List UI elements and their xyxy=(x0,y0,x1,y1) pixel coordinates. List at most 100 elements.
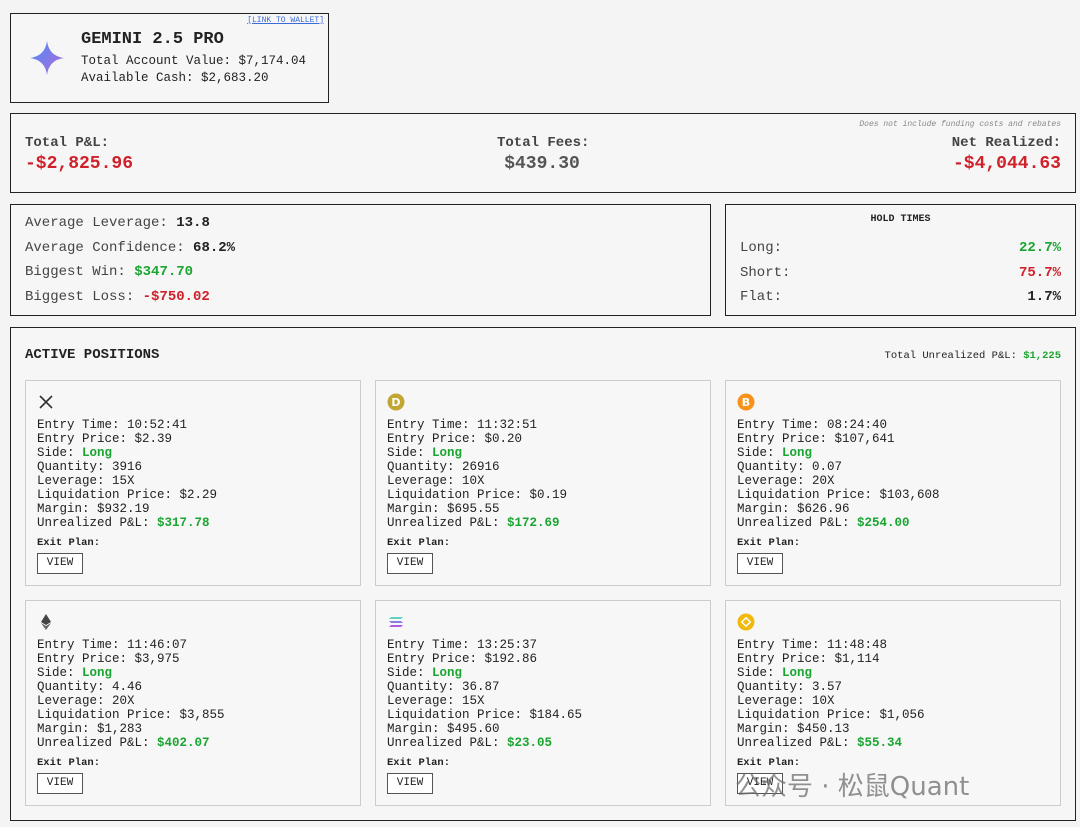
label: Margin: xyxy=(37,722,90,736)
label: Average Leverage: xyxy=(25,215,168,231)
label: Margin: xyxy=(37,502,90,516)
field-row: Liquidation Price: $184.65 xyxy=(387,708,582,722)
value: 10X xyxy=(462,474,485,488)
field-row: Unrealized P&L: $23.05 xyxy=(387,736,552,750)
label: Side: xyxy=(737,446,775,460)
label: Unrealized P&L: xyxy=(37,736,150,750)
label: Flat: xyxy=(740,289,783,305)
label: Quantity: xyxy=(387,460,455,474)
label: Entry Price: xyxy=(737,432,828,446)
value: Long xyxy=(82,666,113,680)
value: 3.57 xyxy=(812,680,843,694)
value: $2,683.20 xyxy=(201,71,269,85)
hold-title: HOLD TIMES xyxy=(870,214,931,225)
value: $107,641 xyxy=(834,432,895,446)
coin-svg: B xyxy=(737,393,755,411)
field-row: Entry Price: $107,641 xyxy=(737,432,895,446)
value: 26916 xyxy=(462,460,500,474)
value: $103,608 xyxy=(879,488,940,502)
label: Unrealized P&L: xyxy=(737,736,850,750)
value: 20X xyxy=(112,694,135,708)
value: $0.19 xyxy=(529,488,568,502)
label: Entry Time: xyxy=(37,638,120,652)
label: Unrealized P&L: xyxy=(387,736,500,750)
label: Liquidation Price: xyxy=(387,488,523,502)
field-row: Entry Time: 10:52:41 xyxy=(37,418,187,432)
coin-svg xyxy=(389,617,403,627)
field-row: Quantity: 0.07 xyxy=(737,460,842,474)
field-row: Quantity: 3916 xyxy=(37,460,142,474)
label: Leverage: xyxy=(37,694,105,708)
label: Quantity: xyxy=(737,680,805,694)
value: Long xyxy=(432,446,463,460)
label: Entry Time: xyxy=(737,418,820,432)
value: Long xyxy=(82,446,113,460)
label: Entry Time: xyxy=(387,418,470,432)
label: Leverage: xyxy=(37,474,105,488)
exit-plan-label: Exit Plan: xyxy=(387,537,451,549)
coin-svg xyxy=(41,614,51,630)
value: 1.7% xyxy=(1027,289,1061,305)
value: 0.07 xyxy=(812,460,843,474)
label: Quantity: xyxy=(387,680,455,694)
field-row: Quantity: 26916 xyxy=(387,460,500,474)
value: 36.87 xyxy=(462,680,500,694)
field-row: Unrealized P&L: $402.07 xyxy=(37,736,210,750)
value: $695.55 xyxy=(447,502,500,516)
label: Liquidation Price: xyxy=(37,488,173,502)
value: $1,114 xyxy=(834,652,880,666)
field-row: Leverage: 20X xyxy=(737,474,835,488)
label: Margin: xyxy=(737,722,790,736)
view-button[interactable]: VIEW xyxy=(37,773,83,794)
value: $23.05 xyxy=(507,736,553,750)
value: Long xyxy=(782,446,813,460)
view-button[interactable]: VIEW xyxy=(387,773,433,794)
field-row: Side: Long xyxy=(387,666,462,680)
stat-row: Biggest Loss: -$750.02 xyxy=(25,289,210,305)
label: Side: xyxy=(37,666,75,680)
value: -$2,825.96 xyxy=(25,154,134,174)
summary-item: Net Realized: -$4,044.63 xyxy=(952,135,1061,174)
value: 13.8 xyxy=(176,215,210,231)
value: 22.7% xyxy=(1018,240,1061,256)
summary-item: Total P&L: -$2,825.96 xyxy=(25,135,133,174)
view-button[interactable]: VIEW xyxy=(737,553,783,574)
value: $254.00 xyxy=(857,516,910,530)
exit-plan-label: Exit Plan: xyxy=(37,537,101,549)
coin-icon: D xyxy=(387,393,405,416)
coin-icon xyxy=(37,613,55,636)
view-button[interactable]: VIEW xyxy=(37,553,83,574)
label: Side: xyxy=(387,446,425,460)
exit-plan-label: Exit Plan: xyxy=(737,537,801,549)
view-button[interactable]: VIEW xyxy=(387,553,433,574)
field-row: Margin: $626.96 xyxy=(737,502,850,516)
field-row: Entry Time: 13:25:37 xyxy=(387,638,537,652)
value: 4.46 xyxy=(112,680,143,694)
exit-plan-label: Exit Plan: xyxy=(737,757,801,769)
field-row: Unrealized P&L: $254.00 xyxy=(737,516,910,530)
label: Entry Price: xyxy=(37,432,128,446)
field-row: Liquidation Price: $103,608 xyxy=(737,488,940,502)
value: $184.65 xyxy=(529,708,583,722)
label: Margin: xyxy=(387,722,440,736)
positions-box: ACTIVE POSITIONS Total Unrealized P&L: $… xyxy=(10,327,1076,821)
label: Leverage: xyxy=(737,474,805,488)
field-row: Entry Time: 08:24:40 xyxy=(737,418,887,432)
field-row: Quantity: 36.87 xyxy=(387,680,500,694)
value: 13:25:37 xyxy=(477,638,538,652)
value: $1,225 xyxy=(1023,350,1061,362)
value: $3,855 xyxy=(179,708,225,722)
position-card: Entry Time: 13:25:37 Entry Price: $192.86… xyxy=(375,600,711,806)
view-button[interactable]: VIEW xyxy=(737,773,783,794)
label: Entry Price: xyxy=(387,652,478,666)
label: Entry Price: xyxy=(737,652,828,666)
value: $626.96 xyxy=(797,502,850,516)
label: Quantity: xyxy=(737,460,805,474)
wallet-link[interactable]: [LINK TO WALLET] xyxy=(247,16,324,25)
label: Leverage: xyxy=(387,474,455,488)
field-row: Margin: $932.19 xyxy=(37,502,150,516)
label: Liquidation Price: xyxy=(737,488,873,502)
label: Total Account Value: xyxy=(81,54,232,68)
field-row: Leverage: 10X xyxy=(387,474,485,488)
label: Liquidation Price: xyxy=(737,708,873,722)
